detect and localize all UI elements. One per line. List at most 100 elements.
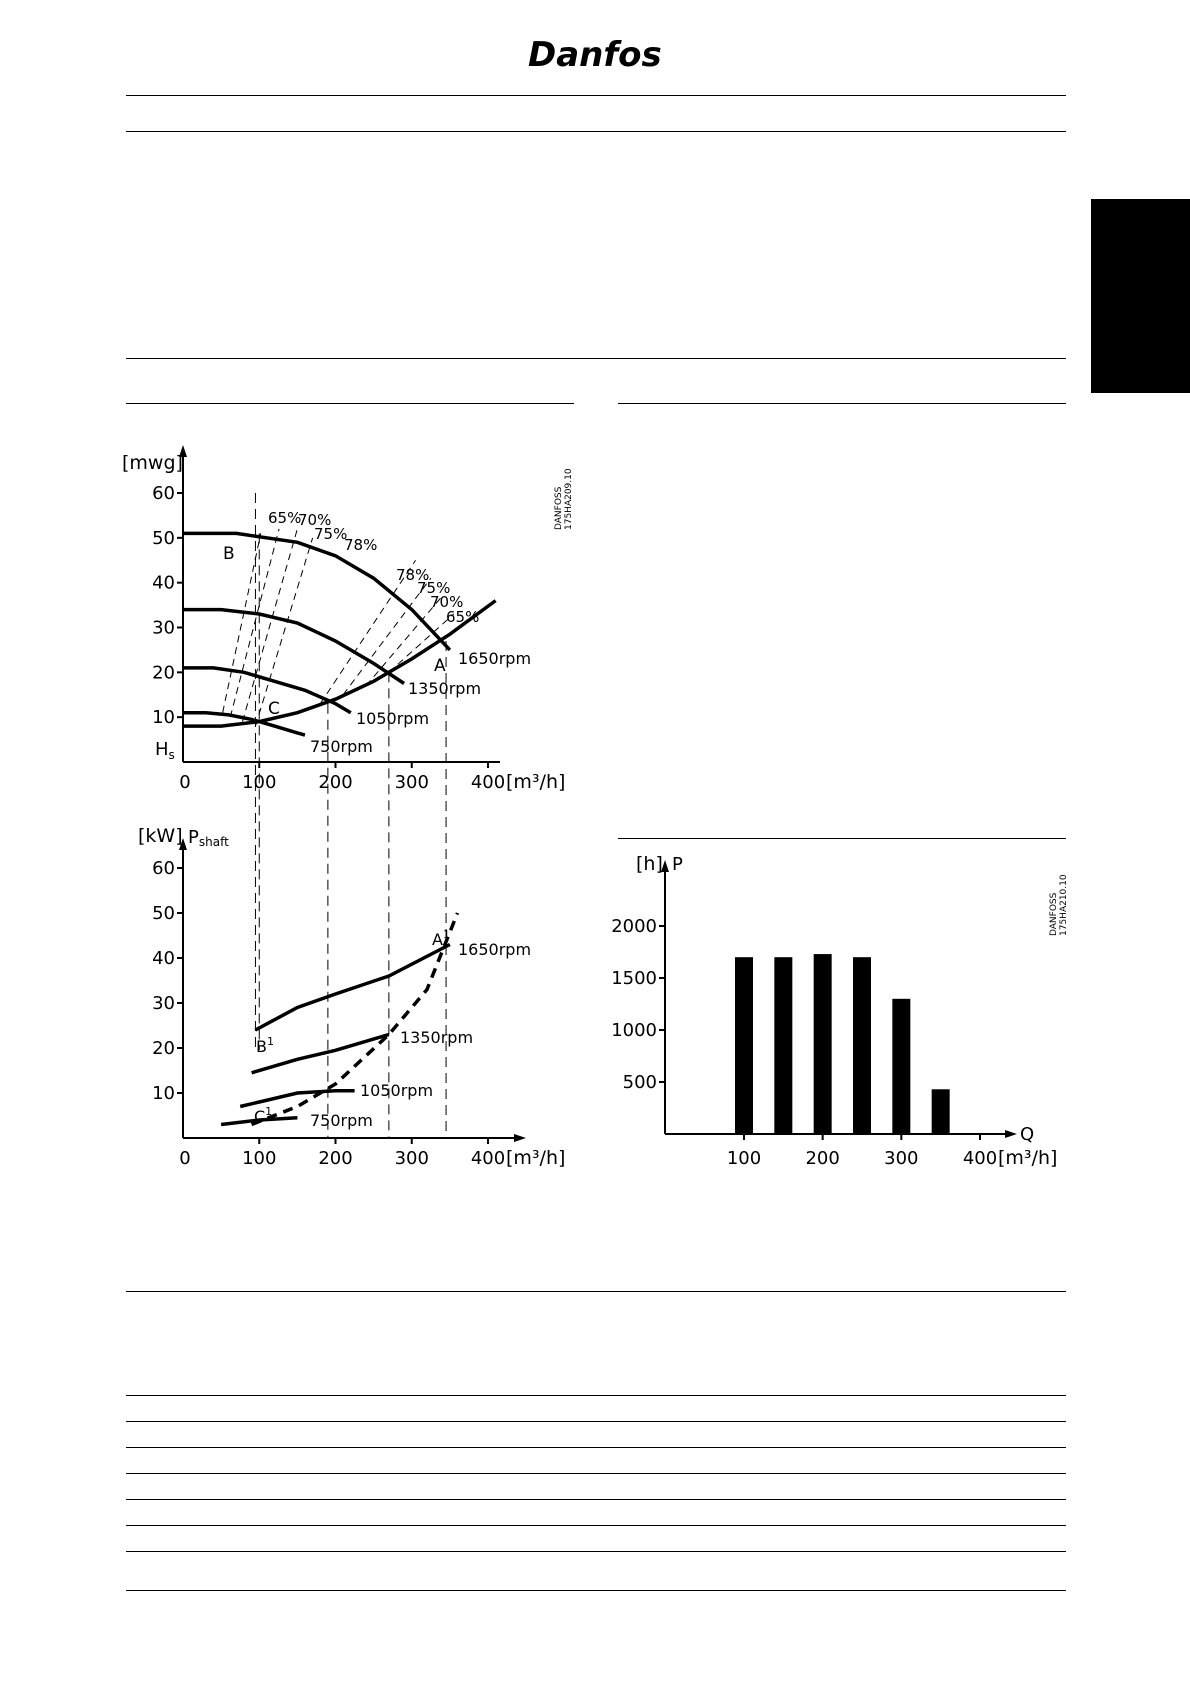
head-y-ticks: 60 50 40 30 20 10 (152, 483, 183, 728)
table-rule-5 (126, 1499, 1066, 1500)
efficiency-dash-line (342, 577, 432, 696)
efficiency-dash-line (229, 528, 280, 718)
power-x-tick-label: 300 (395, 1148, 429, 1169)
power-y-tick-label: 40 (152, 948, 175, 969)
header-rule-top (126, 95, 1066, 96)
power-x-tick-label: 100 (242, 1148, 276, 1169)
bar-y-tick-label: 1500 (611, 968, 657, 989)
power-system-curve (250, 912, 460, 1127)
point-b1-label: B1 (256, 1035, 274, 1056)
bar-x-tick-label: 100 (727, 1148, 761, 1169)
table-rule-1 (126, 1395, 1066, 1396)
head-y-tick-label: 60 (152, 483, 175, 504)
head-curve-1650rpm (183, 531, 452, 652)
eff-right-70: 70% (430, 593, 463, 611)
power-y-tick-label: 30 (152, 993, 175, 1014)
section-rule (126, 358, 1066, 359)
head-x-tick-label: 400 (471, 772, 505, 793)
eff-left-65: 65% (268, 509, 301, 527)
bar-350 (931, 1089, 950, 1134)
head-curve-1350rpm (183, 607, 406, 685)
bar-x-label: Q (1020, 1124, 1034, 1145)
bar-250 (853, 957, 871, 1134)
power-y-tick-label: 20 (152, 1038, 175, 1059)
bar-y-tick-label: 2000 (611, 916, 657, 937)
table-rule-8 (126, 1590, 1066, 1591)
svg-text:Danfoss: Danfoss (528, 35, 662, 75)
power-rpm-1650: 1650rpm (458, 940, 531, 959)
power-x-tick-label: 400 (471, 1148, 505, 1169)
head-curves (183, 531, 497, 737)
power-rpm-1050: 1050rpm (360, 1081, 433, 1100)
power-curves (220, 912, 460, 1127)
head-rpm-1050: 1050rpm (356, 709, 429, 728)
bar-200 (813, 954, 832, 1134)
eff-left-78: 78% (344, 536, 377, 554)
eff-right-65: 65% (446, 608, 479, 626)
header-rule-bottom (126, 131, 1066, 132)
bar-y-tick-label: 1000 (611, 1020, 657, 1041)
head-hs-label: Hs (155, 739, 175, 762)
power-y-tick-label: 50 (152, 903, 175, 924)
head-y-tick-label: 30 (152, 618, 175, 639)
point-a1-label: A1 (432, 928, 450, 949)
bar-150 (774, 957, 793, 1134)
head-to-power-dashes (254, 493, 447, 1138)
bar-x-ticks: 100 200 300 400 (727, 1134, 997, 1169)
system-curve (183, 599, 497, 728)
power-x-tick-label: 200 (318, 1148, 352, 1169)
head-chart-axes (179, 445, 500, 763)
bar-chart-axes (661, 860, 1017, 1138)
head-y-tick-label: 10 (152, 707, 175, 728)
bar-y-ticks: 2000 1500 1000 500 (611, 916, 665, 1093)
power-x-ticks: 0 100 200 300 400 (179, 1138, 505, 1169)
efficiency-dash-line (319, 559, 416, 704)
bar-300 (892, 998, 911, 1134)
power-curve-1350rpm (251, 1032, 390, 1075)
power-curve-1650rpm (254, 942, 451, 1032)
head-curve-750rpm (183, 710, 306, 737)
bar-100 (735, 957, 753, 1134)
head-x-tick-label: 0 (179, 772, 190, 793)
power-y-tick-label: 10 (152, 1083, 175, 1104)
table-rule-4 (126, 1473, 1066, 1474)
point-c-label: C (268, 699, 280, 719)
power-chart-axes (179, 838, 526, 1142)
efficiency-dash-line (241, 528, 298, 722)
table-rule-2 (126, 1421, 1066, 1422)
danfoss-logo: Danfoss (528, 35, 662, 75)
bar-y-tick-label: 500 (623, 1072, 657, 1093)
power-p-label: Pshaft (188, 827, 229, 849)
head-chart-code: DANFOSS175HA209.10 (554, 468, 574, 530)
eff-right-78: 78% (396, 566, 429, 584)
bar-x-tick-label: 200 (805, 1148, 839, 1169)
table-rule-6 (126, 1525, 1066, 1526)
lower-section-rule (126, 1291, 1066, 1292)
head-x-tick-label: 200 (318, 772, 352, 793)
head-x-unit: [m³/h] (506, 771, 565, 793)
head-y-tick-label: 50 (152, 528, 175, 549)
head-rpm-1350: 1350rpm (408, 679, 481, 698)
efficiency-dash-line (222, 533, 262, 713)
bar-x-tick-label: 400 (963, 1148, 997, 1169)
bar-x-tick-label: 300 (884, 1148, 918, 1169)
power-curve-1050rpm (239, 1089, 355, 1109)
power-y-unit: [kW] (138, 825, 183, 847)
head-curve-1050rpm (183, 666, 352, 715)
efficiency-dash-line (388, 613, 455, 673)
head-y-tick-label: 20 (152, 662, 175, 683)
right-column-rule-2 (618, 838, 1066, 839)
power-y-ticks: 60 50 40 30 20 10 (152, 858, 183, 1104)
chapter-side-tab (1091, 199, 1190, 393)
eff-left-75: 75% (314, 525, 347, 543)
power-rpm-1350: 1350rpm (400, 1028, 473, 1047)
bar-series (735, 954, 950, 1134)
head-y-unit: [mwg] (122, 452, 183, 474)
head-rpm-750: 750rpm (310, 737, 373, 756)
eff-right-75: 75% (417, 579, 450, 597)
efficiency-dash-line (254, 537, 314, 727)
efficiency-dash-line (365, 595, 443, 687)
power-x-unit: [m³/h] (506, 1147, 565, 1169)
power-x-tick-label: 0 (179, 1148, 190, 1169)
